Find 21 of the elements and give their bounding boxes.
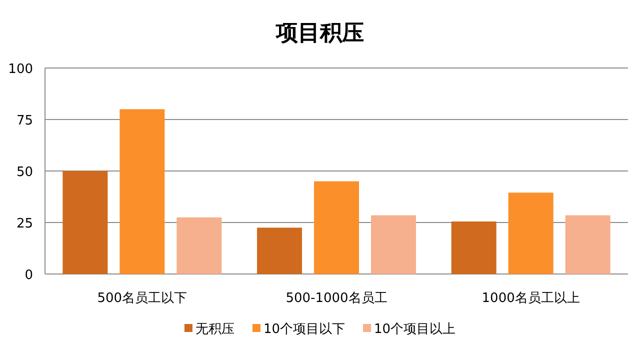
y-tick-label: 50 xyxy=(16,165,33,180)
bar xyxy=(565,215,610,274)
bar xyxy=(176,217,222,274)
chart-title: 项目积压 xyxy=(275,21,364,46)
y-tick-label: 100 xyxy=(8,62,33,77)
x-tick-label: 500-1000名员工 xyxy=(286,291,388,306)
bar xyxy=(371,215,416,274)
bar xyxy=(508,192,554,274)
legend-label: 10个项目以上 xyxy=(374,322,456,337)
bar xyxy=(62,171,108,274)
bar xyxy=(257,228,302,274)
y-tick-label: 0 xyxy=(24,268,33,283)
y-tick-label: 25 xyxy=(16,216,33,232)
legend-label: 10个项目以下 xyxy=(263,322,345,337)
bar xyxy=(314,181,359,274)
bar xyxy=(120,109,165,274)
legend-label: 无积压 xyxy=(195,322,234,337)
x-tick-label: 500名员工以下 xyxy=(97,291,188,306)
y-tick-label: 75 xyxy=(16,114,33,128)
bar xyxy=(451,221,496,274)
x-tick-label: 1000名员工以上 xyxy=(482,291,580,306)
